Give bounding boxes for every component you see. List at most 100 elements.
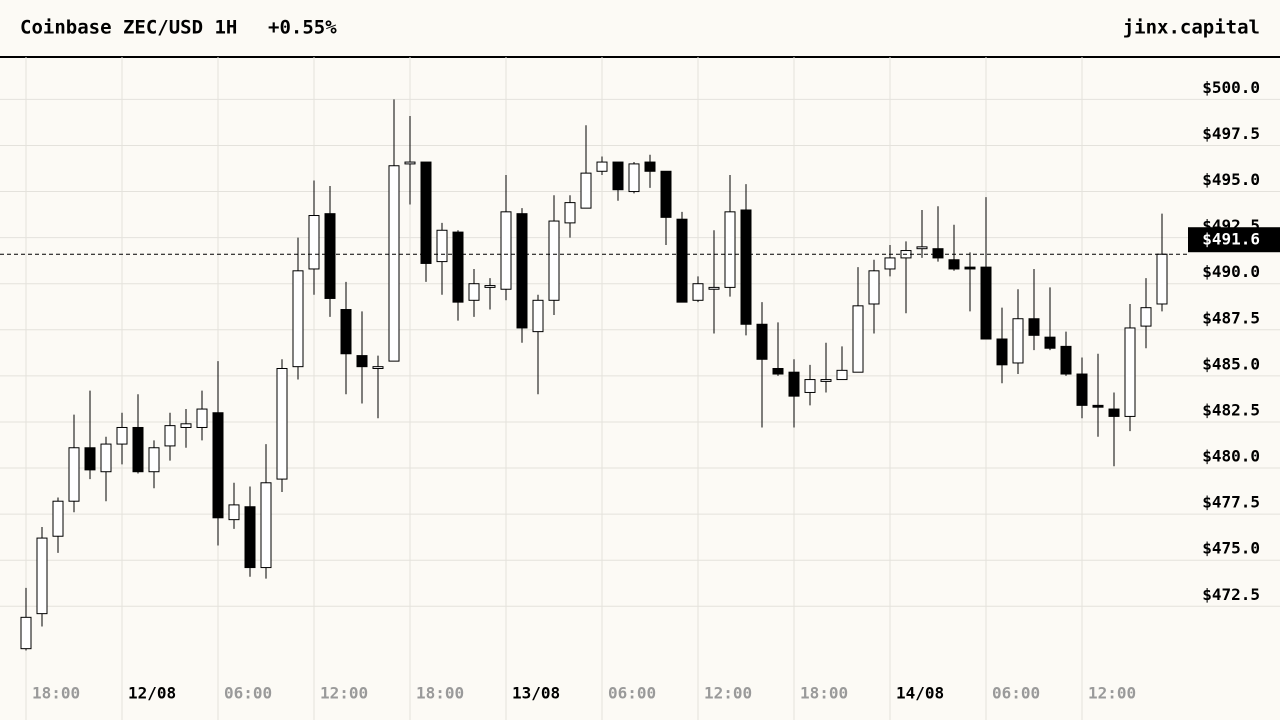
candle-body <box>292 270 304 368</box>
candle-body <box>180 423 192 428</box>
candle-body <box>356 355 368 368</box>
candle-body <box>84 447 96 471</box>
candle-body <box>596 161 608 172</box>
labels: $472.5 $475.0 $477.5 $480.0 $482.5 $485.0 $487… <box>0 78 1280 703</box>
candle-body <box>772 368 784 375</box>
candle-body <box>580 172 592 209</box>
candle-body <box>148 447 160 473</box>
candle-body <box>948 259 960 270</box>
candle-body <box>388 165 400 362</box>
last-price-box <box>1188 227 1280 253</box>
y-tick-label: $475.0 <box>1202 539 1260 558</box>
x-tick-label: 14/08 <box>896 684 944 703</box>
chart-title: Coinbase ZEC/USD 1H <box>20 17 237 39</box>
candle-body <box>500 211 512 290</box>
candle-body <box>676 218 688 303</box>
candle-body <box>932 248 944 259</box>
candle-body <box>628 163 640 193</box>
y-tick-label: $500.0 <box>1202 78 1260 97</box>
y-tick-label: $485.0 <box>1202 354 1260 373</box>
candle-body <box>996 338 1008 366</box>
y-tick-label: $490.0 <box>1202 262 1260 281</box>
candle-body <box>1108 408 1120 417</box>
candle-body <box>244 506 256 569</box>
x-tick-label: 12:00 <box>320 684 368 703</box>
candle-body <box>836 369 848 381</box>
candle-body <box>916 246 928 250</box>
candle-body <box>36 537 48 615</box>
candle-body <box>1076 373 1088 406</box>
candle-body <box>1124 327 1136 417</box>
candle-body <box>52 500 64 537</box>
candle-body <box>452 231 464 303</box>
x-tick-label: 06:00 <box>224 684 272 703</box>
x-tick-label: 06:00 <box>608 684 656 703</box>
y-tick-label: $487.5 <box>1202 308 1260 327</box>
brand: jinx.capital <box>1123 17 1260 39</box>
candle-body <box>324 213 336 299</box>
candle-body <box>756 323 768 360</box>
candle-body <box>276 368 288 480</box>
candle-body <box>1140 307 1152 327</box>
candle-body <box>964 266 976 270</box>
candles <box>20 99 1168 651</box>
candle-body <box>884 257 896 270</box>
candle-body <box>132 426 144 473</box>
candle-body <box>68 447 80 502</box>
candle-body <box>436 229 448 263</box>
x-tick-label: 12/08 <box>128 684 176 703</box>
y-tick-label: $482.5 <box>1202 400 1260 419</box>
candle-body <box>308 215 320 270</box>
candle-body <box>372 366 384 369</box>
candle-body <box>548 220 560 301</box>
last-price-label: $491.6 <box>1202 230 1260 249</box>
candle-body <box>340 309 352 355</box>
candle-body <box>212 412 224 519</box>
x-tick-label: 18:00 <box>800 684 848 703</box>
x-tick-label: 18:00 <box>416 684 464 703</box>
y-tick-label: $495.0 <box>1202 170 1260 189</box>
candle-body <box>1044 336 1056 349</box>
candle-body <box>1156 253 1168 305</box>
x-tick-label: 18:00 <box>32 684 80 703</box>
candle-body <box>1012 318 1024 364</box>
candle-body <box>116 426 128 445</box>
price-change: +0.55% <box>268 17 337 39</box>
candle-body <box>1092 404 1104 408</box>
candle-body <box>196 408 208 428</box>
y-tick-label: $480.0 <box>1202 447 1260 466</box>
candle-body <box>164 425 176 447</box>
candle-body <box>532 299 544 333</box>
candle-body <box>788 371 800 397</box>
candle-body <box>420 161 432 264</box>
candle-body <box>564 202 576 224</box>
candle-body <box>852 305 864 373</box>
candle-body <box>484 285 496 288</box>
candle-body <box>260 482 272 569</box>
candle-body <box>612 161 624 191</box>
candle-body <box>644 161 656 172</box>
candle-body <box>708 286 720 290</box>
candle-body <box>660 170 672 218</box>
candle-body <box>804 379 816 393</box>
candle-body <box>1060 345 1072 375</box>
candle-body <box>724 211 736 288</box>
candle-body <box>868 270 880 305</box>
candle-body <box>1028 318 1040 336</box>
candle-body <box>740 209 752 325</box>
candle-body <box>100 443 112 473</box>
candle-body <box>516 213 528 329</box>
x-tick-label: 13/08 <box>512 684 560 703</box>
candle-body <box>228 504 240 521</box>
candle-body <box>692 283 704 301</box>
candle-body <box>20 616 32 650</box>
candle-body <box>404 161 416 165</box>
x-tick-label: 12:00 <box>1088 684 1136 703</box>
candle-body <box>980 266 992 340</box>
y-tick-label: $497.5 <box>1202 124 1260 143</box>
y-tick-label: $477.5 <box>1202 493 1260 512</box>
x-tick-label: 12:00 <box>704 684 752 703</box>
candle-body <box>468 283 480 301</box>
